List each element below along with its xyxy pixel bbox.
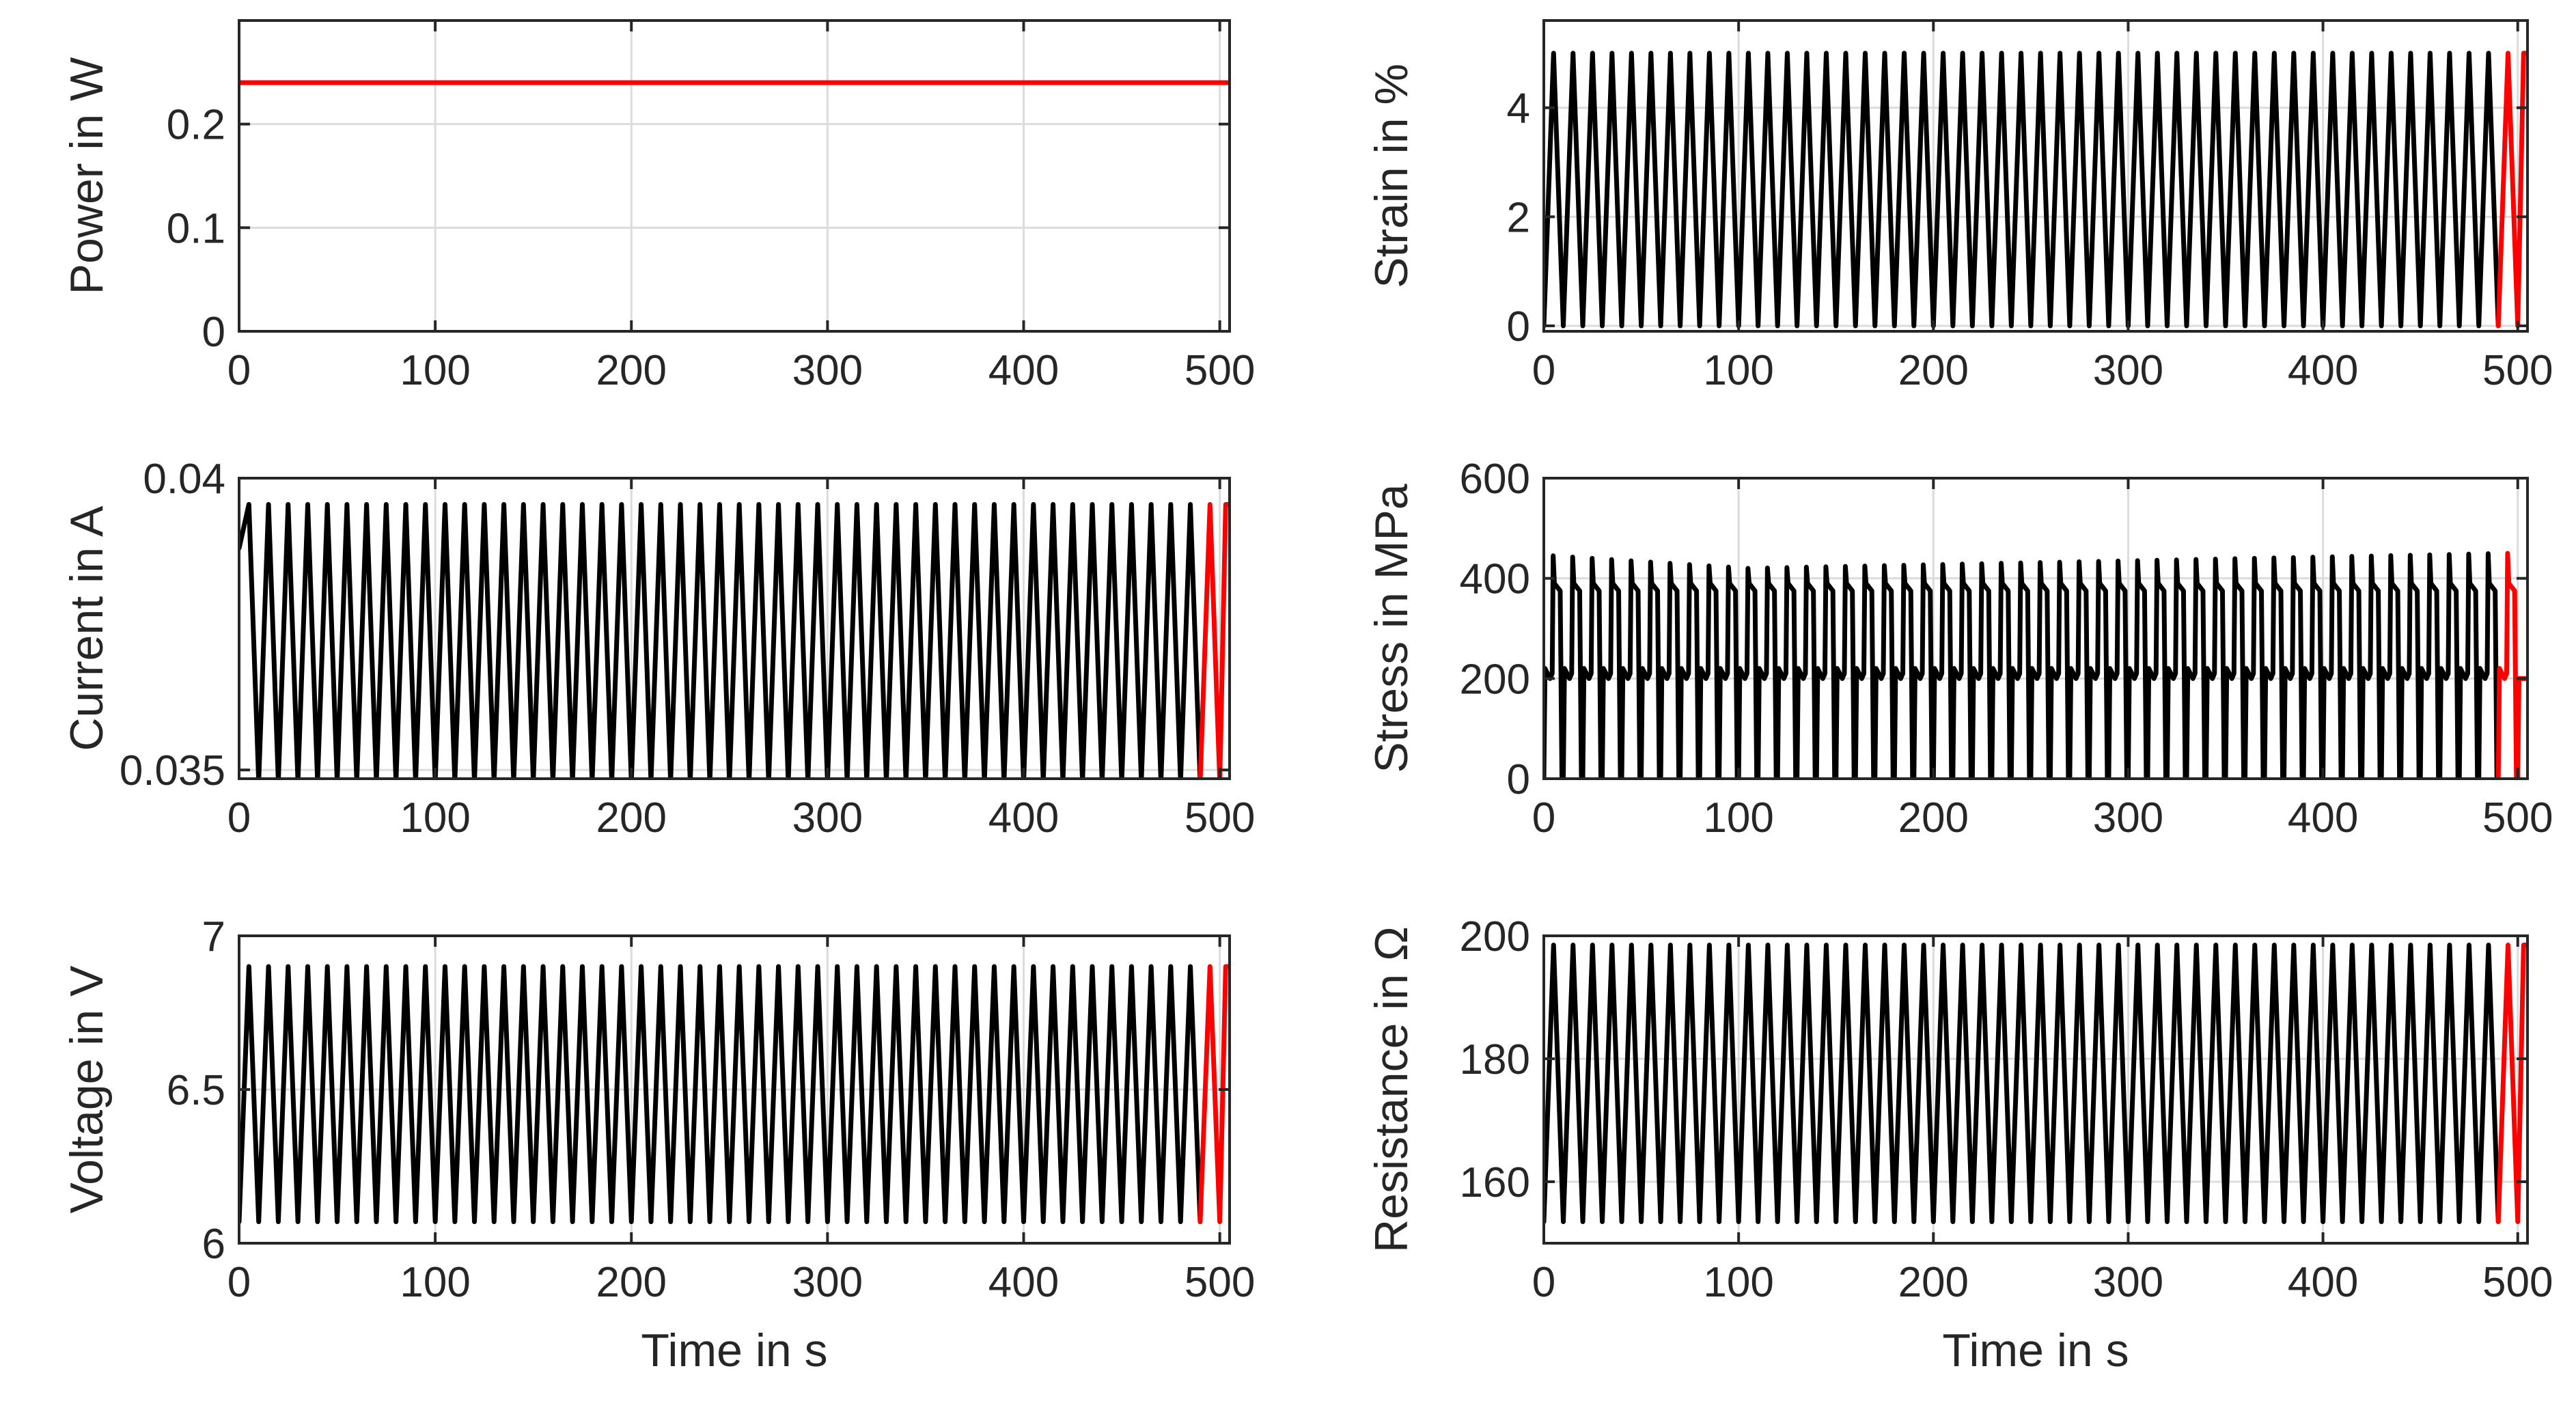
axes-box — [1542, 934, 2529, 1245]
y-axis-label: Stress in MPa — [1366, 484, 1417, 773]
x-tick-label: 100 — [1703, 1259, 1773, 1306]
series-line-last-cycle-stress — [2495, 551, 2527, 779]
x-tick-label: 500 — [2482, 1259, 2553, 1306]
y-tick-label: 200 — [1460, 656, 1530, 703]
x-tick-label: 500 — [1185, 347, 1255, 394]
x-tick-label: 500 — [1185, 1259, 1255, 1306]
x-tick-label: 400 — [2288, 1259, 2358, 1306]
x-tick-label: 300 — [2093, 1259, 2163, 1306]
series-line-resistance — [1544, 943, 2501, 1224]
x-tick-label: 0 — [1532, 1259, 1555, 1306]
y-tick-label: 160 — [1460, 1159, 1530, 1206]
y-tick-label: 200 — [1460, 913, 1530, 960]
y-tick-label: 2 — [1507, 194, 1530, 241]
x-axis-label: Time in s — [641, 1324, 827, 1376]
y-tick-label: 0.2 — [167, 102, 225, 149]
subplot-power: 0 100 200 300 400 500 0 0.1 0.2 Power in W — [61, 19, 1255, 394]
x-tick-label: 100 — [400, 794, 470, 842]
series-line-last-cycle-strain — [2495, 51, 2527, 329]
y-axis-label: Current in A — [61, 505, 113, 751]
x-tick-label: 300 — [792, 347, 863, 394]
y-axis-label: Power in W — [61, 57, 113, 295]
x-tick-label: 400 — [2288, 794, 2358, 842]
y-axis-label: Strain in % — [1366, 64, 1417, 288]
subplot-strain: 0 100 200 300 400 500 0 2 4 Strain in % — [1366, 19, 2553, 394]
x-tick-label: 100 — [400, 1259, 470, 1306]
series-line-current — [239, 501, 1203, 779]
x-tick-label: 300 — [2093, 347, 2163, 394]
y-tick-label: 0 — [1507, 756, 1530, 803]
axes-box — [1542, 19, 2529, 333]
x-tick-label: 400 — [988, 1259, 1059, 1306]
x-tick-label: 400 — [2288, 347, 2358, 394]
y-tick-label: 0.035 — [120, 747, 225, 794]
y-axis-label: Resistance in Ω — [1366, 926, 1417, 1253]
axes-box — [238, 19, 1231, 333]
x-tick-label: 300 — [2093, 794, 2163, 842]
y-tick-label: 4 — [1507, 85, 1530, 133]
y-tick-label: 6 — [202, 1221, 225, 1268]
x-tick-label: 200 — [1898, 347, 1969, 394]
x-tick-label: 0 — [227, 347, 251, 394]
subplot-resistance: 0 100 200 300 400 500 160 180 200 Resistance in Ω… — [1366, 913, 2553, 1376]
x-tick-label: 0 — [1532, 347, 1555, 394]
x-tick-label: 500 — [1185, 794, 1255, 842]
x-tick-label: 200 — [1898, 1259, 1969, 1306]
x-tick-label: 400 — [988, 347, 1059, 394]
series-line-last-cycle-resistance — [2495, 943, 2527, 1224]
x-tick-label: 300 — [792, 794, 863, 842]
x-tick-label: 100 — [1703, 794, 1773, 842]
subplot-stress: 0 100 200 300 400 500 0 200 400 600 Stress in MPa — [1366, 456, 2553, 842]
y-axis-label: Voltage in V — [61, 965, 113, 1214]
series-line-strain — [1544, 51, 2501, 329]
subplot-current: 0 100 200 300 400 500 0.035 0.04 Current in A — [61, 456, 1255, 842]
y-tick-label: 6.5 — [167, 1067, 225, 1114]
x-tick-label: 400 — [988, 794, 1059, 842]
y-tick-label: 0 — [1507, 303, 1530, 350]
axes-box — [1542, 477, 2529, 780]
subplot-voltage: 0 100 200 300 400 500 6 6.5 7 Voltage in V Time in… — [61, 913, 1255, 1376]
y-tick-label: 0.1 — [167, 205, 225, 252]
x-tick-label: 500 — [2482, 794, 2553, 842]
x-tick-label: 200 — [596, 794, 667, 842]
x-tick-label: 500 — [2482, 347, 2553, 394]
x-tick-label: 100 — [1703, 347, 1773, 394]
x-tick-label: 200 — [596, 1259, 667, 1306]
x-tick-label: 200 — [596, 347, 667, 394]
x-tick-label: 200 — [1898, 794, 1969, 842]
y-tick-label: 600 — [1460, 456, 1530, 503]
y-tick-label: 7 — [202, 913, 225, 960]
y-tick-label: 180 — [1460, 1036, 1530, 1083]
y-tick-label: 0.04 — [143, 456, 225, 503]
y-tick-label: 0 — [202, 309, 225, 356]
x-tick-label: 0 — [227, 1259, 251, 1306]
x-tick-label: 0 — [227, 794, 251, 842]
x-tick-label: 300 — [792, 1259, 863, 1306]
x-tick-label: 0 — [1532, 794, 1555, 842]
axes-box — [238, 477, 1231, 780]
series-line-last-cycle-voltage — [1197, 964, 1230, 1224]
x-axis-label: Time in s — [1942, 1324, 2129, 1376]
x-tick-label: 100 — [400, 347, 470, 394]
y-tick-label: 400 — [1460, 556, 1530, 603]
series-line-voltage — [239, 964, 1203, 1224]
series-line-last-cycle-current — [1197, 501, 1230, 779]
series-line-stress — [1544, 551, 2501, 779]
